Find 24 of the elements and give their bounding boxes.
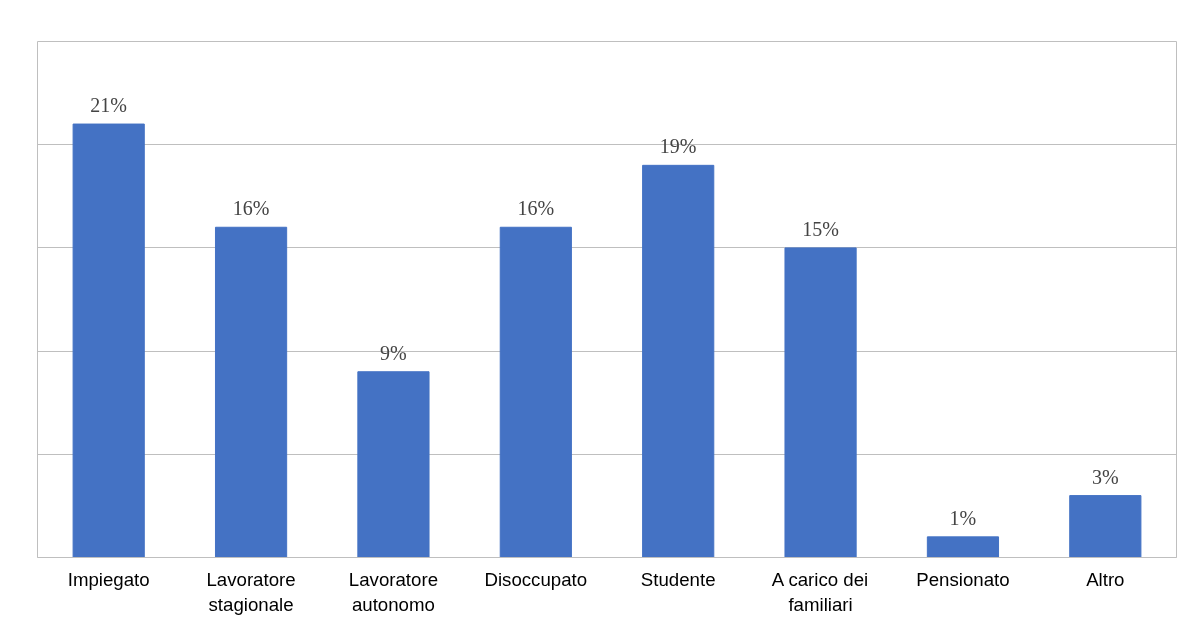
bar [499,226,572,558]
data-label: 16% [517,197,555,220]
x-tick-label: Pensionato [916,568,1010,590]
data-label: 15% [802,217,839,240]
x-tick-label: Altro [1086,568,1125,590]
bar [642,164,715,558]
data-label: 21% [90,94,128,117]
data-label: 16% [232,197,270,220]
data-label: 9% [380,341,407,364]
x-tick-label: A carico dei familiari [771,568,869,615]
bar [214,226,288,558]
bar [784,247,857,558]
data-label: 19% [659,135,697,158]
x-tick-label: Impiegato [67,568,150,590]
x-tick-label: Lavoratore autonomo [348,568,439,615]
data-label: 3% [1091,465,1119,488]
bar [926,536,1000,558]
bar [72,123,145,558]
x-tick-label: Studente [640,568,716,590]
bar [1069,495,1142,558]
bar [357,371,430,558]
data-label: 1% [949,506,977,529]
x-tick-label: Disoccupato [484,568,588,590]
x-tick-label: Lavoratore stagionale [206,568,296,615]
